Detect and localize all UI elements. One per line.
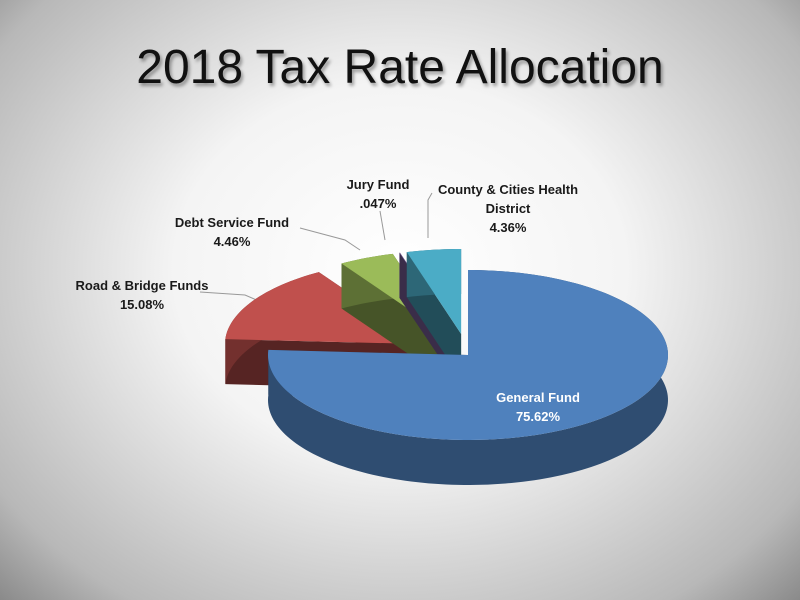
value-label: 4.36% [489,220,527,235]
value-label: 4.46% [213,234,251,249]
leader-line [299,227,361,251]
slice-label: Road & Bridge Funds 15.08% [57,276,227,314]
slice-label: General Fund 75.62% [468,388,608,426]
category-label: General Fund [496,390,580,405]
category-label: Jury Fund [346,177,410,192]
value-label: 15.08% [119,297,165,312]
slice-label: Debt Service Fund 4.46% [157,213,307,251]
leader-line [379,210,386,241]
chart-title: 2018 Tax Rate Allocation [136,41,664,94]
category-label: Debt Service Fund [174,215,290,230]
slice [268,270,668,440]
slice-side [399,252,401,298]
leader-line [427,192,433,238]
category-label: Road & Bridge Funds [75,278,209,293]
pie [225,248,668,485]
value-label: .047% [359,196,397,211]
slice [406,248,462,334]
slice-label: County & Cities Health District 4.36% [423,180,593,237]
slice-label: Jury Fund .047% [328,175,428,213]
category-label: County & Cities Health District [437,182,579,216]
value-label: 75.62% [515,409,561,424]
